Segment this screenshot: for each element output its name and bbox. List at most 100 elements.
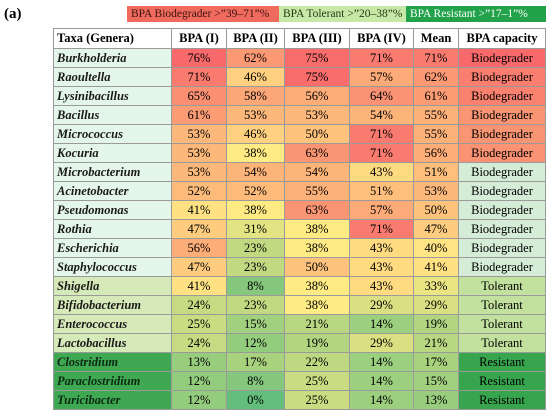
bpa-3-cell: 75% (284, 48, 350, 68)
bpa-3-cell: 75% (284, 67, 350, 87)
mean-cell: 19% (413, 314, 459, 334)
bpa-2-cell: 46% (226, 124, 285, 144)
taxa-cell: Raoultella (53, 67, 172, 87)
table-row: Escherichia 56% 23% 38% 43% 40% Biodegrader (53, 238, 546, 258)
capacity-cell: Biodegrader (458, 200, 546, 220)
bpa-2-cell: 38% (226, 143, 285, 163)
taxa-cell: Bifidobacterium (53, 295, 172, 315)
bpa-4-cell: 14% (349, 390, 414, 410)
bpa-1-cell: 53% (171, 162, 227, 182)
bpa-1-cell: 12% (171, 390, 227, 410)
bpa-1-cell: 53% (171, 124, 227, 144)
bpa-3-cell: 25% (284, 390, 350, 410)
taxa-cell: Paraclostridium (53, 371, 172, 391)
taxa-cell: Lysinibacillus (53, 86, 172, 106)
table-row: Enterococcus 25% 15% 21% 14% 19% Tolerant (53, 314, 546, 334)
bpa-4-cell: 71% (349, 124, 414, 144)
bpa-3-cell: 38% (284, 295, 350, 315)
taxa-cell: Pseudomonas (53, 200, 172, 220)
header-bpa-3: BPA (III) (284, 28, 350, 49)
bpa-3-cell: 54% (284, 162, 350, 182)
bpa-3-cell: 21% (284, 314, 350, 334)
bpa-2-cell: 54% (226, 162, 285, 182)
mean-cell: 17% (413, 352, 459, 372)
table-row: Bacillus 61% 53% 53% 54% 55% Biodegrader (53, 105, 546, 125)
table-row: Shigella 41% 8% 38% 43% 33% Tolerant (53, 276, 546, 296)
capacity-cell: Biodegrader (458, 162, 546, 182)
bpa-1-cell: 24% (171, 333, 227, 353)
bpa-1-cell: 52% (171, 181, 227, 201)
capacity-cell: Biodegrader (458, 48, 546, 68)
table-row: Clostridium 13% 17% 22% 14% 17% Resistant (53, 352, 546, 372)
table-row: Raoultella 71% 46% 75% 57% 62% Biodegrader (53, 67, 546, 87)
bpa-4-cell: 14% (349, 371, 414, 391)
capacity-cell: Tolerant (458, 314, 546, 334)
bpa-1-cell: 41% (171, 276, 227, 296)
capacity-cell: Biodegrader (458, 143, 546, 163)
bpa-3-cell: 63% (284, 200, 350, 220)
mean-cell: 61% (413, 86, 459, 106)
taxa-cell: Micrococcus (53, 124, 172, 144)
bpa-2-cell: 17% (226, 352, 285, 372)
capacity-cell: Resistant (458, 371, 546, 391)
taxa-cell: Rothia (53, 219, 172, 239)
bpa-4-cell: 14% (349, 352, 414, 372)
table-row: Pseudomonas 41% 38% 63% 57% 50% Biodegrader (53, 200, 546, 220)
mean-cell: 40% (413, 238, 459, 258)
header-capacity: BPA capacity (458, 28, 546, 49)
header-bpa-4: BPA (IV) (349, 28, 414, 49)
bpa-2-cell: 8% (226, 371, 285, 391)
bpa-4-cell: 14% (349, 314, 414, 334)
capacity-cell: Tolerant (458, 333, 546, 353)
bpa-3-cell: 22% (284, 352, 350, 372)
table-row: Acinetobacter 52% 52% 55% 51% 53% Biodegrader (53, 181, 546, 201)
legend-resistant: BPA Resistant >”17–1”% (406, 6, 546, 22)
bpa-3-cell: 19% (284, 333, 350, 353)
taxa-cell: Turicibacter (53, 390, 172, 410)
bpa-1-cell: 61% (171, 105, 227, 125)
table-row: Burkholderia 76% 62% 75% 71% 71% Biodegrader (53, 48, 546, 68)
bpa-3-cell: 56% (284, 86, 350, 106)
taxa-cell: Enterococcus (53, 314, 172, 334)
bpa-3-cell: 38% (284, 219, 350, 239)
taxa-cell: Microbacterium (53, 162, 172, 182)
bpa-3-cell: 50% (284, 257, 350, 277)
header-taxa: Taxa (Genera) (53, 28, 172, 49)
bpa-2-cell: 46% (226, 67, 285, 87)
bpa-2-cell: 62% (226, 48, 285, 68)
taxa-cell: Acinetobacter (53, 181, 172, 201)
bpa-2-cell: 23% (226, 257, 285, 277)
bpa-2-cell: 31% (226, 219, 285, 239)
bpa-1-cell: 65% (171, 86, 227, 106)
mean-cell: 15% (413, 371, 459, 391)
mean-cell: 29% (413, 295, 459, 315)
bpa-4-cell: 51% (349, 181, 414, 201)
table-row: Micrococcus 53% 46% 50% 71% 55% Biodegrader (53, 124, 546, 144)
capacity-cell: Resistant (458, 352, 546, 372)
table-row: Kocuria 53% 38% 63% 71% 56% Biodegrader (53, 143, 546, 163)
bpa-4-cell: 43% (349, 276, 414, 296)
bpa-2-cell: 12% (226, 333, 285, 353)
bpa-2-cell: 52% (226, 181, 285, 201)
mean-cell: 56% (413, 143, 459, 163)
bpa-2-cell: 8% (226, 276, 285, 296)
bpa-4-cell: 43% (349, 162, 414, 182)
table-row: Staphylococcus 47% 23% 50% 43% 41% Biodegrader (53, 257, 546, 277)
table-row: Lactobacillus 24% 12% 19% 29% 21% Tolerant (53, 333, 546, 353)
bpa-3-cell: 38% (284, 238, 350, 258)
bpa-1-cell: 47% (171, 219, 227, 239)
bpa-2-cell: 15% (226, 314, 285, 334)
bpa-1-cell: 25% (171, 314, 227, 334)
bpa-4-cell: 43% (349, 257, 414, 277)
mean-cell: 41% (413, 257, 459, 277)
bpa-3-cell: 50% (284, 124, 350, 144)
mean-cell: 13% (413, 390, 459, 410)
bpa-4-cell: 29% (349, 295, 414, 315)
mean-cell: 21% (413, 333, 459, 353)
capacity-cell: Biodegrader (458, 67, 546, 87)
table-row: Bifidobacterium 24% 23% 38% 29% 29% Tolerant (53, 295, 546, 315)
header-mean: Mean (413, 28, 459, 49)
capacity-cell: Resistant (458, 390, 546, 410)
bpa-1-cell: 53% (171, 143, 227, 163)
header-row: Taxa (Genera) BPA (I) BPA (II) BPA (III)… (53, 28, 546, 49)
